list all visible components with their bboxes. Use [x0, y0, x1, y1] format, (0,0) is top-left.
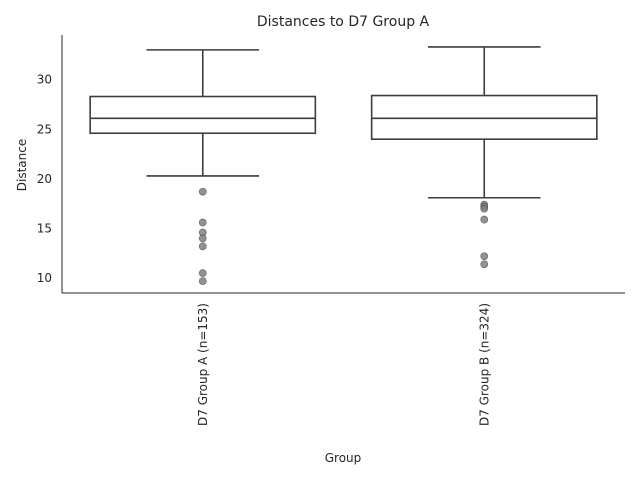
box-group: [370, 46, 598, 269]
y-tick-label: 25: [37, 122, 52, 136]
chart-title: Distances to D7 Group A: [257, 14, 430, 30]
y-tick-label: 10: [37, 271, 52, 285]
x-axis-label: Group: [325, 451, 362, 465]
outlier-point: [480, 204, 489, 213]
y-tick-label: 30: [37, 73, 52, 87]
plot-area: [89, 46, 598, 285]
y-tick-label: 15: [37, 222, 52, 236]
outlier-point: [480, 252, 489, 261]
x-tick-label: D7 Group A (n=153): [196, 303, 210, 426]
iqr-box: [370, 94, 598, 140]
outlier-point: [198, 187, 207, 196]
outlier-point: [198, 218, 207, 227]
y-tick-label: 20: [37, 172, 52, 186]
outlier-point: [198, 277, 207, 285]
outlier-point: [480, 215, 489, 224]
box-group: [89, 49, 317, 285]
outlier-point: [198, 269, 207, 278]
y-axis-ticks: 10 15 20 25 30: [37, 73, 52, 285]
x-tick-label: D7 Group B (n=324): [477, 303, 491, 426]
outlier-point: [198, 242, 207, 251]
outlier-point: [480, 260, 489, 269]
y-axis-label: Distance: [15, 139, 29, 191]
outlier-point: [198, 234, 207, 243]
iqr-box: [89, 95, 317, 135]
x-axis-ticks: D7 Group A (n=153) D7 Group B (n=324): [196, 303, 492, 426]
